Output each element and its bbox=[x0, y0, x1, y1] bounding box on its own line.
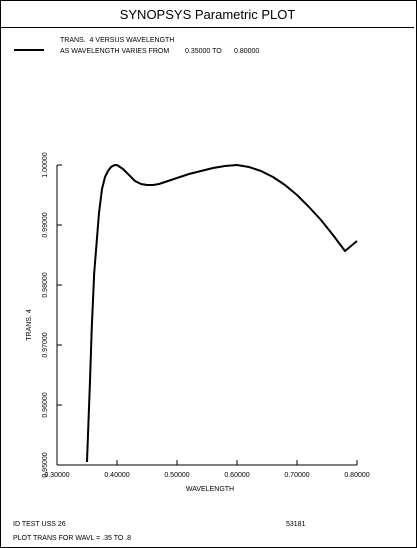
legend-line1: TRANS. 4 VERSUS WAVELENGTH bbox=[60, 37, 175, 44]
x-tick-label: 0.60000 bbox=[224, 472, 249, 479]
x-axis-label: WAVELENGTH bbox=[186, 486, 234, 493]
y-tick-label: 0.96000 bbox=[42, 392, 49, 417]
x-tick-label: 0.30000 bbox=[44, 472, 69, 479]
legend-to-value: 0.80000 bbox=[234, 48, 260, 55]
y-tick-label: 0.99000 bbox=[42, 212, 49, 237]
y-axis-label: TRANS. 4 bbox=[26, 309, 33, 341]
x-tick-label: 0.40000 bbox=[104, 472, 129, 479]
chart-labels: WAVELENGTH TRANS. 4 bbox=[26, 309, 234, 493]
series-line bbox=[86, 164, 358, 463]
title-bar: SYNOPSYS Parametric PLOT bbox=[1, 1, 414, 28]
legend-line2-prefix: AS WAVELENGTH VARIES FROM bbox=[60, 48, 170, 55]
legend-line-sample bbox=[14, 49, 44, 51]
y-tick-label: 0.97000 bbox=[42, 332, 49, 357]
x-tick-label: 0.80000 bbox=[344, 472, 369, 479]
window-title: SYNOPSYS Parametric PLOT bbox=[119, 6, 296, 22]
footer-plot-text: PLOT TRANS FOR WAVL = .35 TO .8 bbox=[13, 535, 132, 542]
chart-axes bbox=[56, 165, 357, 466]
chart-ticks: 0.30000 0.40000 0.50000 0.60000 0.70000 0.800… bbox=[42, 152, 370, 479]
chart-series bbox=[86, 164, 358, 463]
y-tick-label: 0.98000 bbox=[42, 272, 49, 297]
x-tick-label: 0.50000 bbox=[164, 472, 189, 479]
y-tick-label: 1.00000 bbox=[42, 152, 49, 177]
footer-id: ID TEST USS 26 bbox=[13, 521, 66, 528]
x-tick-label: 0.70000 bbox=[284, 472, 309, 479]
y-tick-label: 0.95000 bbox=[42, 452, 49, 477]
legend-from-value: 0.35000 TO bbox=[185, 48, 222, 55]
footer-number: 53181 bbox=[286, 521, 306, 528]
